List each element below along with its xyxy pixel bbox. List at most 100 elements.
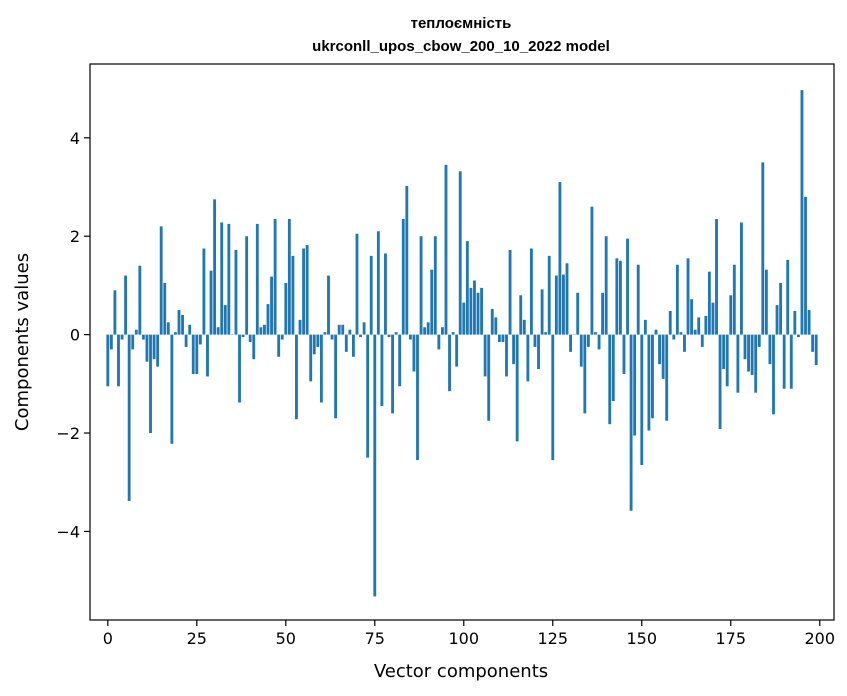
bar-149	[636, 264, 640, 335]
bar-160	[675, 264, 679, 335]
y-tick-label: 2	[70, 227, 80, 246]
bar-174	[725, 334, 729, 387]
bar-115	[515, 334, 519, 442]
bar-65	[337, 324, 341, 335]
bar-87	[416, 334, 419, 461]
bar-146	[626, 238, 629, 335]
x-tick-label: 50	[276, 629, 296, 648]
bar-175	[729, 295, 733, 335]
bar-55	[302, 248, 306, 335]
bar-53	[295, 334, 298, 420]
bar-71	[359, 334, 362, 338]
bar-148	[633, 334, 637, 436]
bar-156	[661, 334, 665, 379]
bar-13	[152, 334, 156, 360]
bar-141	[608, 334, 612, 425]
x-tick-label: 25	[187, 629, 207, 648]
bar-24	[191, 334, 195, 374]
bar-139	[601, 292, 605, 335]
bar-11	[145, 334, 149, 362]
bar-135	[586, 334, 590, 347]
bar-47	[273, 218, 277, 335]
bar-31	[216, 327, 220, 335]
bar-12	[149, 334, 152, 434]
bar-126	[554, 275, 558, 335]
bar-196	[804, 196, 807, 335]
bar-166	[697, 317, 701, 335]
bar-118	[526, 334, 530, 382]
bar-40	[248, 334, 252, 342]
bar-67	[344, 334, 348, 352]
bar-123	[544, 332, 548, 335]
bar-61	[323, 332, 327, 335]
bar-116	[519, 295, 523, 335]
bar-108	[490, 309, 494, 335]
bar-10	[141, 334, 145, 340]
bar-176	[732, 264, 736, 335]
bar-184	[761, 162, 765, 335]
bar-49	[280, 334, 284, 340]
bar-26	[198, 334, 202, 345]
bar-57	[309, 334, 313, 382]
bar-137	[594, 332, 597, 335]
bar-76	[376, 231, 380, 335]
x-tick-label: 100	[449, 629, 480, 648]
bar-9	[138, 265, 142, 335]
bar-41	[252, 334, 256, 360]
bar-83	[401, 218, 405, 335]
y-axis-label: Components values	[12, 253, 33, 431]
bar-86	[412, 334, 416, 372]
bar-64	[334, 334, 338, 419]
bar-172	[718, 334, 722, 430]
bar-15	[159, 226, 163, 335]
bar-78	[384, 253, 387, 335]
bar-50	[284, 282, 288, 335]
bar-42	[255, 223, 259, 335]
bar-136	[590, 206, 594, 335]
bar-36	[234, 249, 238, 335]
bar-30	[213, 199, 217, 335]
bar-98	[455, 334, 459, 367]
bar-48	[277, 334, 281, 357]
bar-23	[188, 324, 192, 335]
bar-147	[629, 334, 633, 511]
bar-88	[419, 236, 423, 335]
bar-170	[711, 302, 715, 335]
bar-178	[740, 222, 743, 335]
bar-17	[166, 322, 170, 335]
bar-97	[451, 332, 455, 335]
bar-93	[437, 334, 441, 350]
bar-198	[811, 334, 815, 352]
bar-8	[134, 329, 138, 335]
bar-73	[366, 334, 370, 458]
bar-7	[131, 334, 135, 350]
y-tick-label: −2	[56, 424, 80, 443]
bar-59	[316, 334, 320, 347]
bar-152	[647, 334, 651, 431]
bar-79	[387, 334, 391, 338]
bar-150	[640, 334, 644, 466]
bar-190	[782, 334, 786, 389]
bar-70	[355, 233, 359, 335]
chart-title-line-1: теплоємність	[411, 15, 512, 32]
bar-69	[352, 334, 355, 357]
bar-90	[426, 322, 430, 335]
bar-191	[786, 259, 790, 335]
bar-2	[113, 290, 117, 335]
bar-95	[444, 164, 448, 335]
bar-54	[298, 319, 302, 335]
bar-5	[124, 275, 128, 335]
plot-frame	[89, 63, 835, 621]
bar-133	[579, 334, 583, 367]
bar-91	[430, 269, 434, 335]
bar-169	[707, 271, 711, 335]
bar-114	[512, 334, 516, 365]
y-tick-label: 0	[70, 326, 80, 345]
bar-179	[743, 334, 747, 360]
bar-56	[305, 245, 309, 335]
bar-121	[537, 334, 540, 370]
bar-99	[458, 171, 462, 335]
bar-33	[223, 305, 227, 335]
x-axis-label: Vector components	[374, 661, 548, 682]
